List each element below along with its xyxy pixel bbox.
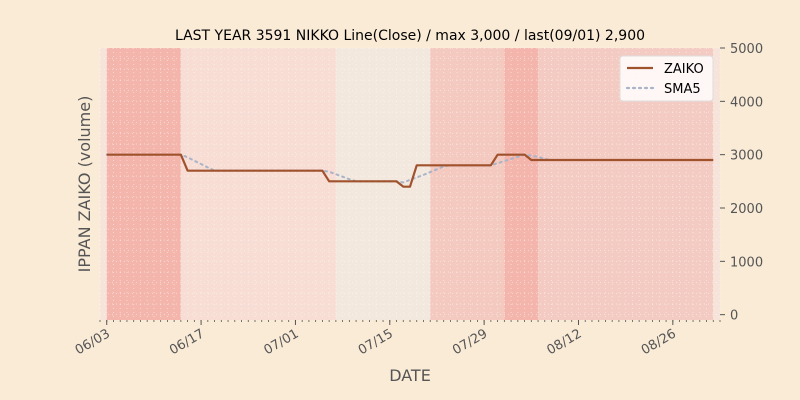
shaded-band: [335, 48, 431, 320]
chart-title: LAST YEAR 3591 NIKKO Line(Close) / max 3…: [175, 28, 645, 44]
legend: ZAIKO SMA5: [619, 55, 714, 102]
shaded-band: [430, 48, 505, 320]
y-tick-label: 4000: [730, 95, 763, 110]
series-lines: [105, 153, 715, 188]
y-axis: 0 1000 2000 3000 4000 5000: [720, 42, 763, 324]
legend-label-sma5: SMA5: [664, 82, 701, 97]
shaded-band: [100, 48, 107, 320]
shaded-band: [106, 48, 181, 320]
y-tick-label: 2000: [730, 202, 763, 217]
legend-label-zaiko: ZAIKO: [664, 62, 704, 77]
series-line-zaiko: [106, 153, 714, 188]
plot-area: [99, 47, 721, 320]
y-tick-label: 1000: [730, 255, 763, 270]
shaded-band: [713, 48, 720, 320]
y-tick-label: 0: [730, 309, 738, 324]
y-tick-label: 3000: [730, 149, 763, 164]
grid-dots: [99, 47, 721, 320]
x-axis-label: DATE: [389, 366, 431, 385]
shaded-band: [504, 48, 539, 320]
shaded-bands: [100, 48, 720, 320]
shaded-band: [180, 48, 336, 320]
y-tick-label: 5000: [730, 42, 763, 57]
y-axis-label: IPPAN ZAIKO (volume): [75, 96, 94, 273]
